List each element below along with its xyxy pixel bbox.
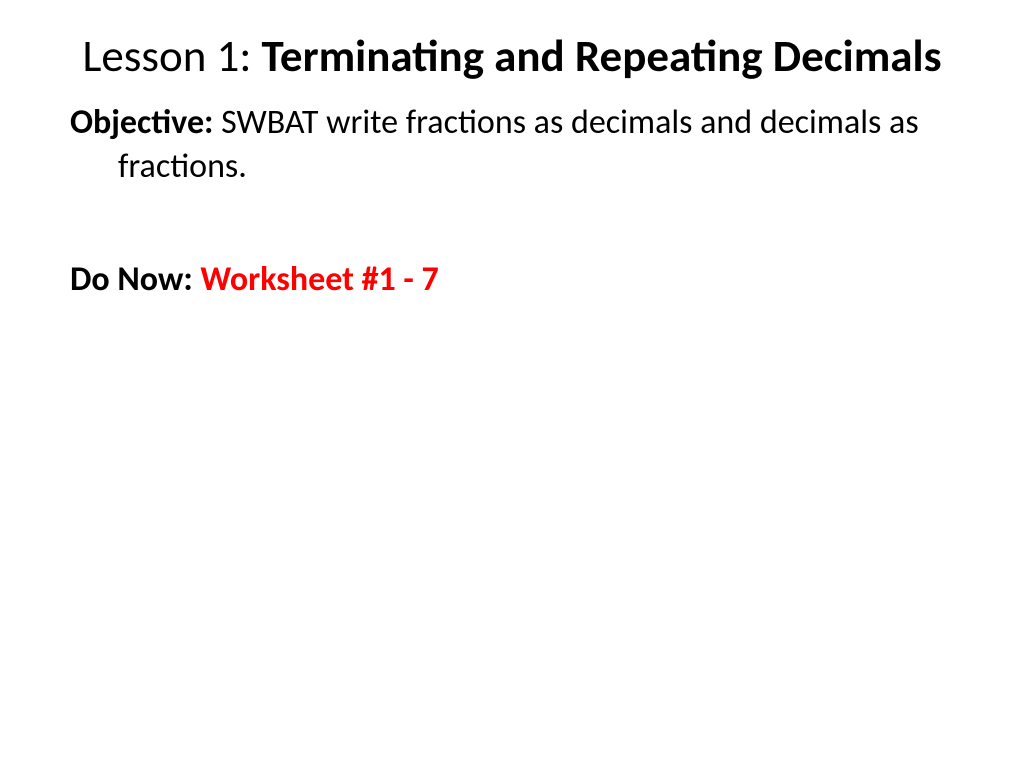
slide-title: Lesson 1: Terminating and Repeating Deci…	[70, 30, 954, 83]
slide-body: Objective: SWBAT write fractions as deci…	[70, 101, 954, 302]
donow-text: Worksheet #1 - 7	[200, 259, 438, 300]
donow-line: Do Now: Worksheet #1 - 7	[70, 258, 954, 302]
title-prefix: Lesson 1:	[82, 29, 261, 84]
donow-label: Do Now:	[70, 259, 200, 300]
objective-line: Objective: SWBAT write fractions as deci…	[70, 101, 954, 188]
objective-label: Objective:	[70, 102, 221, 143]
slide: Lesson 1: Terminating and Repeating Deci…	[0, 0, 1024, 768]
objective-text: SWBAT write fractions as decimals and de…	[118, 102, 919, 187]
title-topic: Terminating and Repeating Decimals	[262, 29, 942, 84]
